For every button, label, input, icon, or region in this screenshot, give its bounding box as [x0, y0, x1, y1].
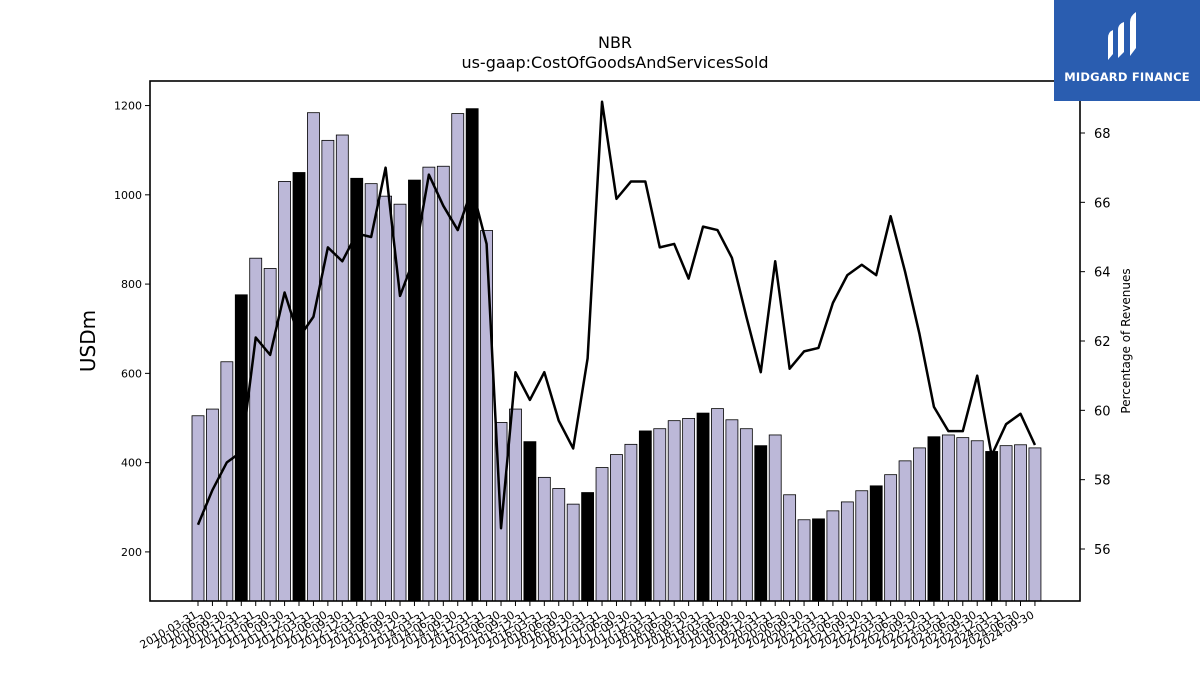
bar	[191, 415, 205, 602]
bar	[999, 445, 1013, 602]
bar	[970, 440, 984, 602]
bar	[725, 419, 739, 602]
bar	[321, 139, 335, 602]
bar	[682, 418, 696, 602]
bar	[797, 519, 811, 602]
bar	[263, 268, 277, 602]
y-tick-label: 600	[121, 367, 142, 380]
bar	[465, 108, 479, 602]
bar	[783, 494, 797, 602]
y-axis-label: USDm	[76, 310, 100, 372]
y2-tick-label: 56	[1094, 543, 1111, 558]
percentage-line-series	[196, 100, 1037, 530]
bar-series	[191, 108, 1042, 602]
y-tick-label: 200	[121, 546, 142, 559]
bar	[278, 181, 291, 602]
bar	[610, 454, 623, 602]
x-axis-ticks: 2010-03-312010-06-302010-09-302010-12-31…	[138, 601, 1036, 652]
bar	[711, 408, 724, 602]
bar	[379, 195, 392, 602]
bar	[480, 230, 494, 602]
bar	[913, 447, 926, 602]
bar	[638, 430, 652, 602]
bar	[292, 172, 306, 602]
y-tick-label: 400	[121, 457, 142, 470]
y-tick-label: 1000	[114, 189, 142, 202]
bar	[364, 183, 378, 602]
bar	[768, 434, 782, 602]
bar	[307, 112, 320, 602]
bar	[1028, 447, 1042, 602]
bar	[1014, 444, 1027, 602]
y2-tick-label: 64	[1094, 266, 1111, 281]
bar	[826, 510, 840, 602]
bar	[653, 428, 667, 602]
bar	[667, 420, 681, 602]
plot-frame	[149, 80, 1081, 602]
bar	[595, 467, 609, 602]
bar	[941, 434, 955, 602]
bar	[206, 408, 219, 602]
bar	[754, 445, 768, 602]
chart-title: NBR	[598, 33, 632, 52]
bar	[898, 460, 912, 602]
y2-axis-ticks: 56 58 60 62 64 66 68	[1080, 127, 1111, 558]
y2-tick-label: 66	[1094, 196, 1111, 211]
bar	[869, 485, 883, 602]
y2-tick-label: 62	[1094, 335, 1111, 350]
bar	[220, 361, 234, 602]
logo-mark-icon	[1108, 12, 1136, 60]
y-axis-ticks: 200 400 600 800 1000 1200	[114, 100, 150, 559]
bar	[523, 441, 537, 602]
y-tick-label: 1200	[114, 100, 142, 113]
y2-tick-label: 58	[1094, 474, 1111, 489]
bar	[624, 443, 638, 602]
y2-tick-label: 68	[1094, 127, 1111, 142]
bar	[451, 113, 465, 602]
y2-tick-label: 60	[1094, 404, 1111, 419]
bar	[537, 476, 551, 602]
bar	[566, 503, 580, 602]
bar	[927, 436, 941, 602]
bar	[884, 474, 898, 602]
bar	[812, 518, 825, 602]
bar	[840, 501, 854, 602]
bar	[985, 451, 999, 602]
chart-subtitle: us-gaap:CostOfGoodsAndServicesSold	[461, 53, 768, 72]
bar	[855, 490, 869, 602]
midgard-finance-logo: MIDGARD FINANCE	[1054, 0, 1200, 101]
logo-text: MIDGARD FINANCE	[1064, 70, 1190, 84]
y-tick-label: 800	[121, 278, 142, 291]
bar	[552, 488, 566, 602]
bar	[422, 166, 436, 602]
bar	[696, 412, 710, 602]
y2-axis-label: Percentage of Revenues	[1119, 268, 1133, 413]
bar	[249, 257, 263, 602]
bar	[408, 179, 421, 602]
bar	[335, 134, 349, 602]
bar	[581, 492, 595, 602]
bar	[956, 437, 970, 602]
bar	[509, 408, 522, 602]
bar	[436, 165, 450, 602]
bar	[739, 428, 753, 602]
